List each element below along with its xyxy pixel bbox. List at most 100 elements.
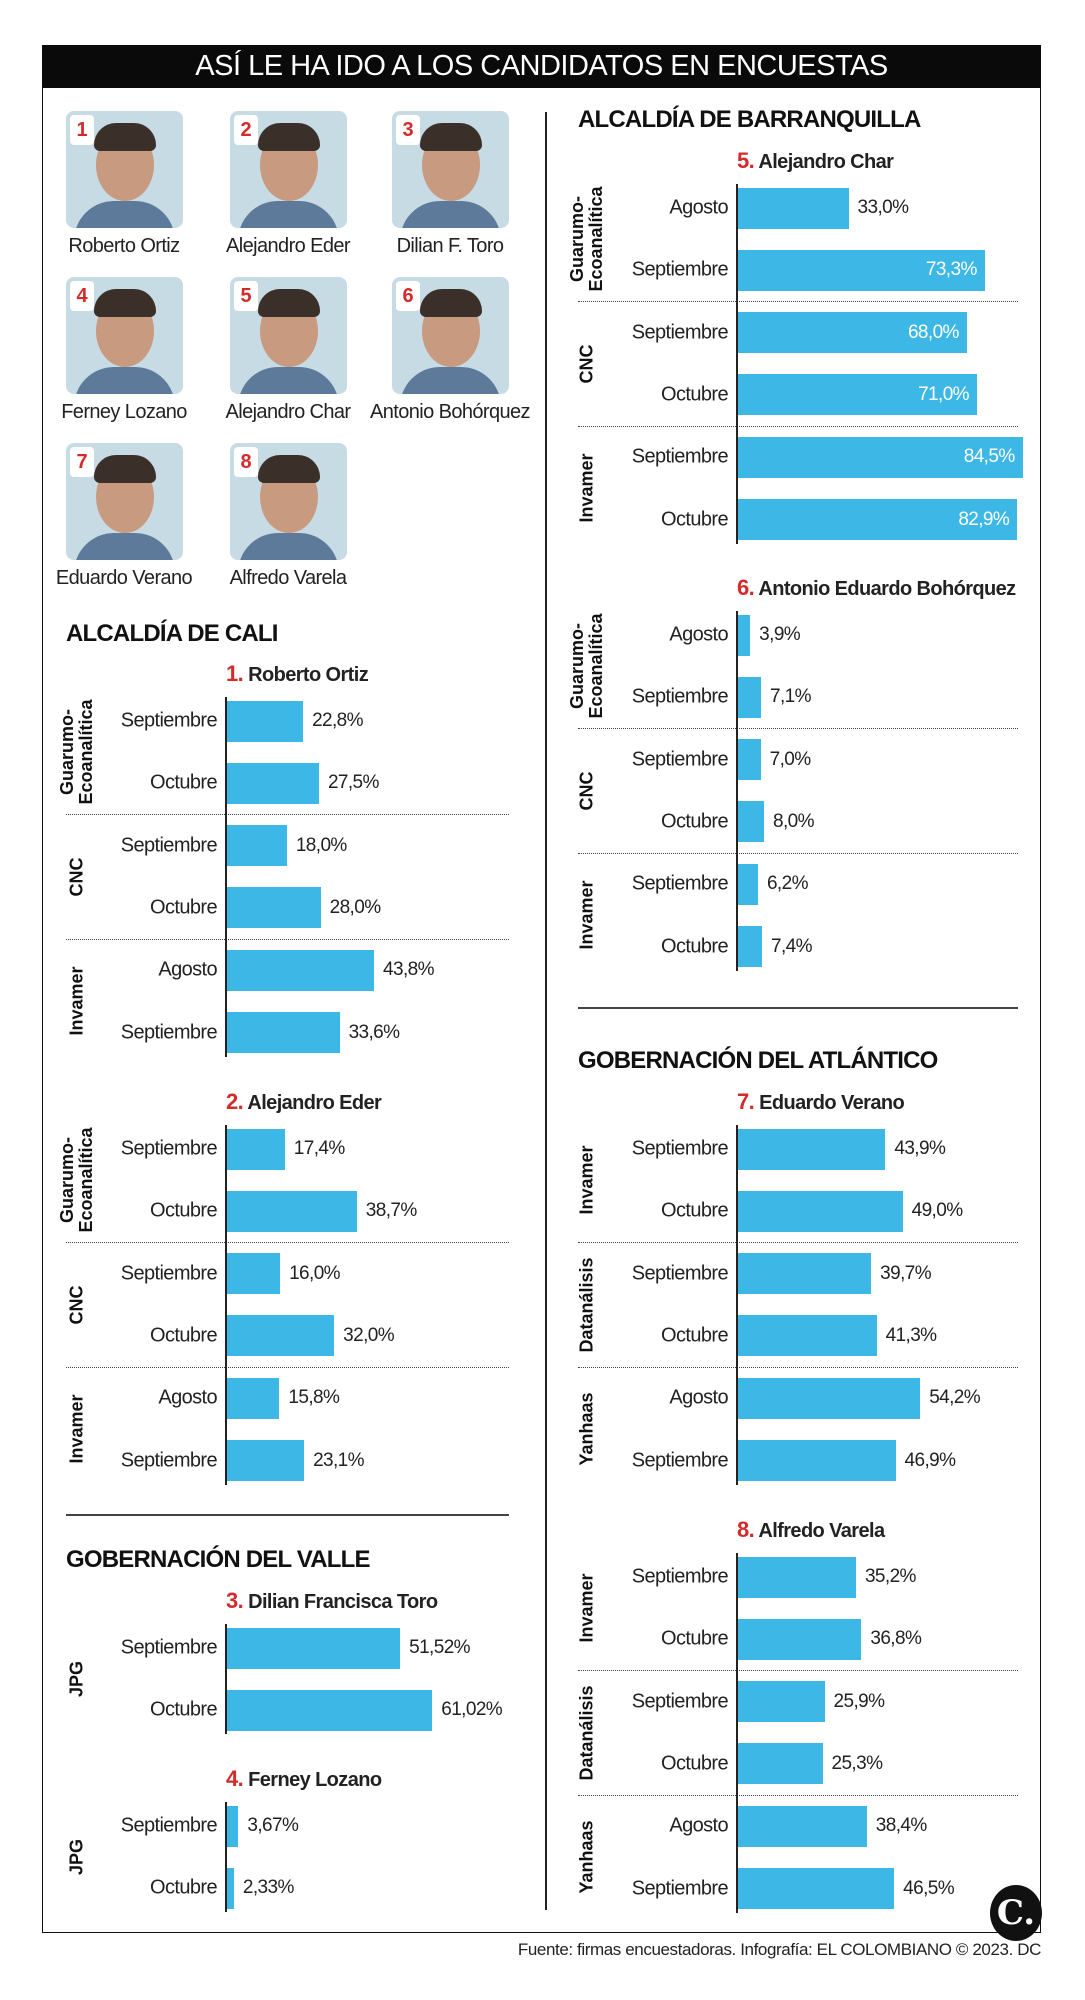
month-label: Octubre — [150, 1698, 218, 1721]
month-label: Septiembre — [631, 1565, 729, 1588]
value-label: 33,6% — [348, 1021, 400, 1043]
month-label: Septiembre — [631, 1877, 729, 1899]
value-label: 15,8% — [288, 1387, 340, 1409]
month-label: Octubre — [150, 1199, 218, 1222]
hair-shape — [94, 289, 156, 317]
bar — [226, 825, 287, 867]
value-label: 43,8% — [383, 959, 434, 981]
infographic-title: ASÍ LE HA IDO A LOS CANDIDATOS EN ENCUES… — [42, 45, 1041, 88]
hair-shape — [94, 455, 156, 483]
bar-axis — [225, 697, 227, 1057]
month-label: Septiembre — [631, 1137, 729, 1160]
candidate-number-badge: 4 — [70, 281, 94, 311]
month-label: Octubre — [661, 1324, 729, 1347]
candidate-chart-number: 3. — [226, 1588, 244, 1613]
bar — [737, 1681, 825, 1723]
shoulders-shape — [238, 201, 339, 228]
bar — [226, 1253, 281, 1295]
bar — [226, 1190, 357, 1232]
month-label: Octubre — [150, 1324, 218, 1347]
value-label: 43,9% — [894, 1138, 946, 1159]
value-label: 46,9% — [904, 1449, 956, 1471]
value-label: 25,3% — [831, 1752, 883, 1774]
value-label: 7,1% — [769, 686, 812, 708]
bar-axis — [225, 1624, 227, 1735]
candidate-name: Alejandro Eder — [226, 235, 351, 257]
pollster-label: CNC — [576, 344, 597, 384]
bar — [737, 801, 765, 843]
value-label: 39,7% — [880, 1262, 932, 1284]
candidate-photo: 6 — [392, 277, 509, 394]
el-colombiano-logo: C. — [990, 1885, 1042, 1941]
month-label: Octubre — [150, 771, 218, 794]
month-label: Octubre — [661, 1752, 729, 1775]
value-label: 35,2% — [864, 1566, 916, 1587]
section-divider — [578, 1007, 1018, 1009]
bar — [737, 1743, 823, 1785]
month-label: Agosto — [669, 1814, 728, 1837]
candidate-photo: 1 — [66, 111, 183, 228]
group-separator — [578, 853, 1018, 855]
month-label: Septiembre — [631, 445, 729, 468]
pollster-label: JPG — [66, 1661, 87, 1698]
pollster-label: CNC — [66, 857, 87, 897]
candidate-chart-title: 2. Alejandro Eder — [226, 1089, 382, 1115]
candidate-chart-title: 5. Alejandro Char — [737, 148, 894, 174]
candidate-chart-number: 2. — [226, 1089, 244, 1114]
candidate-chart-title: 7. Eduardo Verano — [737, 1089, 905, 1115]
bar — [226, 1315, 335, 1357]
candidate-photo: 4 — [66, 277, 183, 394]
group-separator — [66, 1367, 509, 1369]
candidate-chart-number: 6. — [737, 575, 755, 600]
shoulders-shape — [238, 367, 339, 394]
candidate-chart-number: 1. — [226, 661, 244, 686]
candidate-chart-name: Alfredo Varela — [758, 1520, 885, 1542]
bar — [737, 1253, 872, 1295]
bar — [737, 1556, 856, 1598]
month-label: Octubre — [661, 935, 729, 957]
value-label: 51,52% — [409, 1637, 470, 1658]
bar — [226, 700, 304, 742]
candidate-chart-title: 6. Antonio Eduardo Bohórquez — [737, 575, 1016, 601]
value-label: 25,9% — [833, 1690, 885, 1712]
bar-axis — [736, 1125, 738, 1485]
bar — [226, 1627, 401, 1669]
bar — [226, 1128, 285, 1170]
group-separator — [578, 1670, 1018, 1672]
bar — [737, 1377, 921, 1419]
shoulders-shape — [400, 201, 501, 228]
month-label: Octubre — [661, 508, 729, 530]
value-label: 8,0% — [773, 810, 815, 832]
shoulders-shape — [238, 533, 339, 560]
bar — [737, 1868, 895, 1909]
candidate-chart-title: 8. Alfredo Varela — [737, 1517, 885, 1543]
pollster-label: CNC — [66, 1285, 87, 1325]
bar — [737, 739, 761, 781]
candidate-name: Ferney Lozano — [61, 401, 187, 423]
hair-shape — [258, 289, 320, 317]
value-label: 17,4% — [293, 1138, 345, 1159]
month-label: Agosto — [158, 958, 217, 981]
candidate-number-badge: 5 — [234, 281, 258, 311]
section-heading-barranquilla: ALCALDÍA DE BARRANQUILLA — [578, 106, 921, 133]
group-separator — [578, 1367, 1018, 1369]
bar — [737, 374, 977, 416]
candidate-number-badge: 3 — [396, 115, 420, 145]
bar — [226, 1012, 340, 1053]
value-label: 73,3% — [925, 259, 977, 281]
group-separator — [578, 728, 1018, 730]
hair-shape — [420, 123, 482, 151]
bar — [226, 1689, 433, 1731]
bar — [226, 1805, 239, 1847]
hair-shape — [258, 123, 320, 151]
candidate-name: Alejandro Char — [225, 401, 351, 423]
month-label: Septiembre — [120, 1262, 218, 1285]
month-label: Septiembre — [631, 1262, 729, 1285]
bar — [737, 614, 751, 656]
bar — [737, 1315, 877, 1357]
candidate-number-badge: 1 — [70, 115, 94, 145]
bar — [226, 1867, 234, 1909]
bar — [737, 1128, 886, 1170]
value-label: 82,9% — [958, 508, 1010, 530]
bar — [737, 1440, 896, 1481]
